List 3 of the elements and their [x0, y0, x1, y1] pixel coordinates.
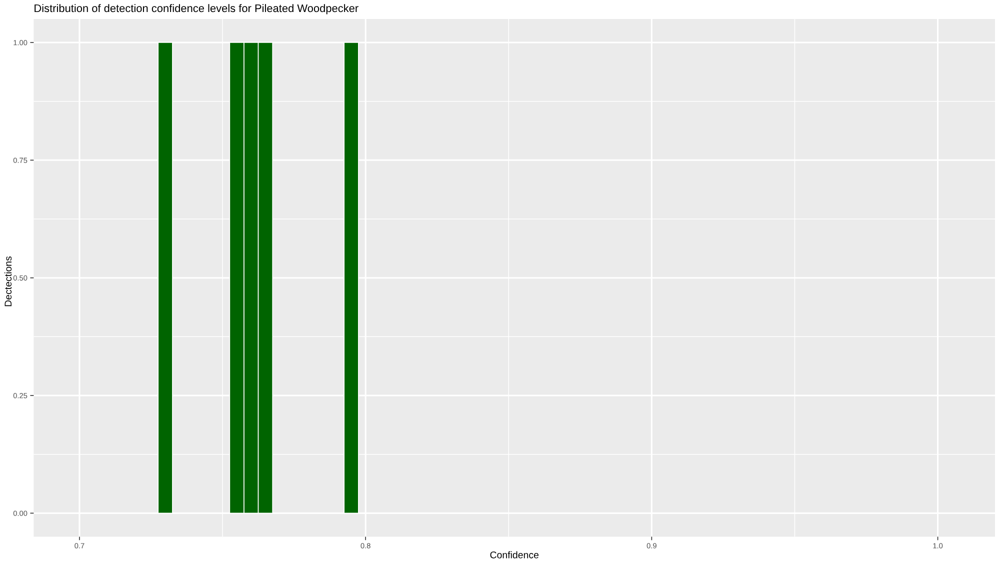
x-axis-title: Confidence [490, 551, 539, 558]
y-axis-title: Dectections [4, 256, 12, 306]
chart-title: Distribution of detection confidence levels for Pileated Woodpecker [34, 4, 358, 14]
